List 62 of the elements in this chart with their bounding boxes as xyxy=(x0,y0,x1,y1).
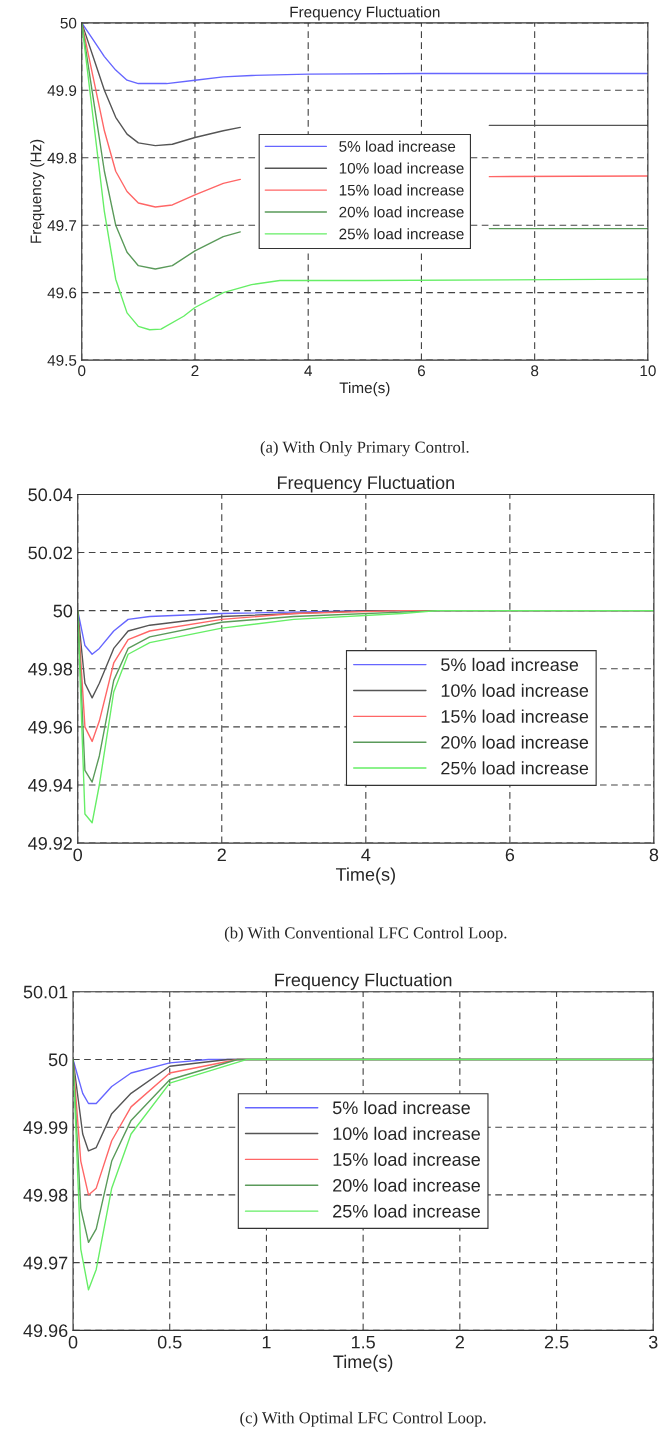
x-tick-label: 4 xyxy=(361,848,371,862)
legend-label: 15% load increase xyxy=(339,184,464,196)
y-tick-label: 49.8 xyxy=(47,152,77,164)
x-tick-label: 2 xyxy=(217,848,226,862)
legend-label: 25% load increase xyxy=(339,228,464,240)
y-tick-label: 50 xyxy=(53,604,73,618)
legend-label: 15% load increase xyxy=(441,709,589,723)
legend-label: 25% load increase xyxy=(441,761,589,775)
x-tick-label: 0 xyxy=(73,848,83,862)
text: (b) With Conventional LFC Control Loop. xyxy=(224,926,507,942)
legend-label: 20% load increase xyxy=(333,1178,480,1192)
x-tick-label: 0 xyxy=(78,365,86,377)
text: (a) With Only Primary Control. xyxy=(260,441,469,457)
y-tick-label: 50 xyxy=(60,17,77,29)
x-tick-label: 10 xyxy=(640,365,656,377)
legend-label: 10% load increase xyxy=(339,162,464,174)
legend-label: 5% load increase xyxy=(332,1100,470,1115)
chart-title: Frequency Fluctuation xyxy=(277,475,454,493)
x-tick-label: 2.5 xyxy=(544,1335,569,1349)
x-tick-label: 8 xyxy=(649,848,659,862)
legend-label: 25% load increase xyxy=(333,1204,480,1218)
y-tick-label: 49.92 xyxy=(28,837,72,850)
legend-label: 10% load increase xyxy=(333,1126,480,1141)
y-tick-label: 50.01 xyxy=(23,985,68,999)
x-axis-title: Time(s) xyxy=(339,381,390,397)
y-tick-label: 49.5 xyxy=(47,354,77,366)
legend-label: 5% load increase xyxy=(339,140,456,152)
y-axis-title: Frequency (Hz) xyxy=(30,139,45,243)
y-tick-label: 49.96 xyxy=(28,720,73,734)
y-tick-label: 49.99 xyxy=(23,1121,68,1134)
legend-label: 5% load increase xyxy=(441,657,579,672)
x-axis-title: Time(s) xyxy=(335,867,395,885)
y-tick-label: 49.9 xyxy=(47,85,77,96)
legend-label: 10% load increase xyxy=(441,683,589,697)
y-tick-label: 50.02 xyxy=(28,546,72,560)
y-tick-label: 49.7 xyxy=(47,220,77,231)
y-tick-label: 49.94 xyxy=(28,778,73,792)
x-tick-label: 1.5 xyxy=(351,1335,375,1349)
chart-title: Frequency Fluctuation xyxy=(275,973,452,990)
y-tick-label: 49.98 xyxy=(23,1188,68,1202)
x-axis-title: Time(s) xyxy=(333,1354,393,1372)
x-tick-label: 8 xyxy=(531,365,539,377)
text: (c) With Optimal LFC Control Loop. xyxy=(240,1411,486,1427)
chart-title: Frequency Fluctuation xyxy=(290,6,440,21)
y-tick-label: 49.96 xyxy=(23,1324,68,1338)
x-tick-label: 2 xyxy=(191,365,199,377)
y-tick-label: 49.6 xyxy=(47,287,77,299)
y-tick-label: 49.98 xyxy=(28,662,73,676)
x-tick-label: 0 xyxy=(68,1335,78,1349)
legend-label: 15% load increase xyxy=(333,1152,480,1166)
y-tick-label: 50.04 xyxy=(28,488,73,502)
x-tick-label: 3 xyxy=(648,1335,658,1349)
x-tick-label: 2 xyxy=(455,1335,464,1349)
x-tick-label: 1 xyxy=(262,1335,271,1349)
legend-label: 20% load increase xyxy=(339,206,464,218)
legend-label: 20% load increase xyxy=(441,735,589,749)
x-tick-label: 4 xyxy=(304,365,312,377)
y-tick-label: 50 xyxy=(48,1053,68,1067)
x-tick-label: 6 xyxy=(505,848,515,862)
x-tick-label: 0.5 xyxy=(157,1335,182,1349)
y-tick-label: 49.97 xyxy=(23,1256,68,1270)
x-tick-label: 6 xyxy=(417,365,426,377)
